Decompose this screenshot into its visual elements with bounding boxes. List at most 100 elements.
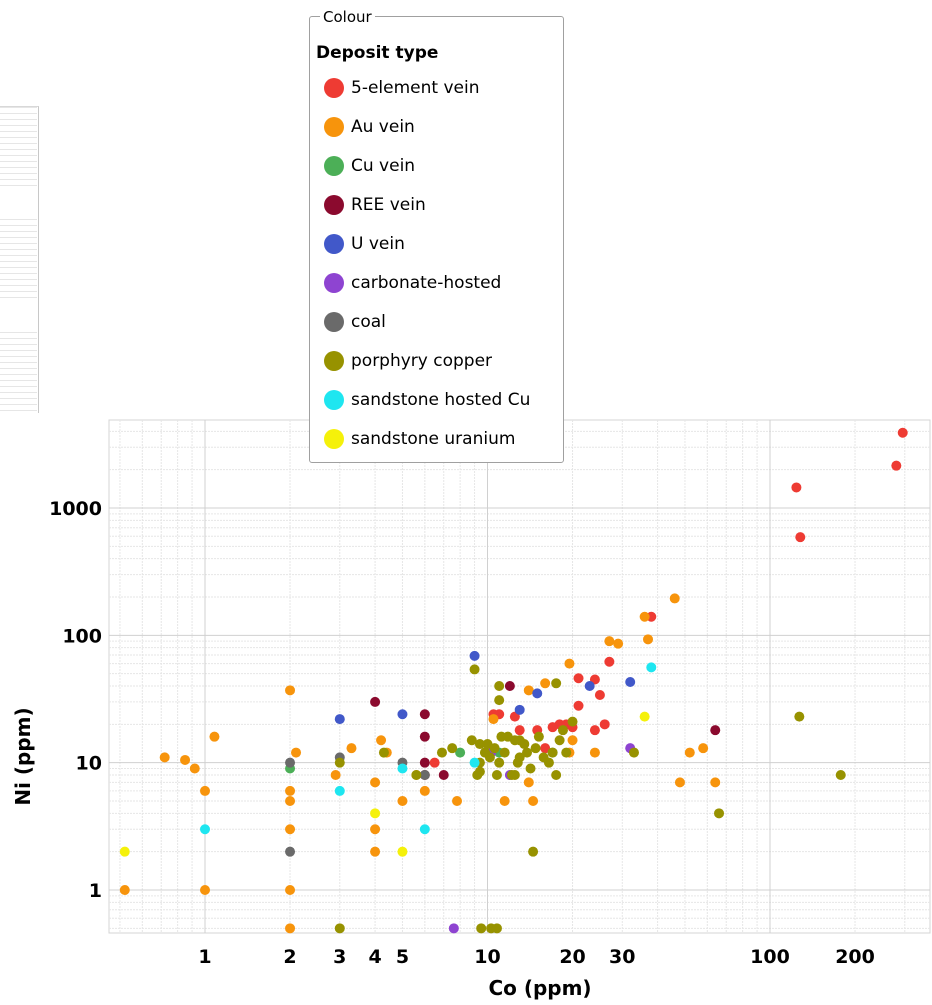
data-point [589, 747, 600, 758]
data-point [561, 747, 572, 758]
x-tick-label: 1 [198, 946, 211, 968]
data-point [469, 664, 480, 675]
data-point [794, 711, 805, 722]
data-point [466, 735, 477, 746]
data-point [285, 757, 296, 768]
major-gridlines [109, 420, 930, 933]
legend-label: U vein [351, 234, 405, 254]
data-point [200, 824, 210, 835]
data-point [714, 808, 725, 819]
legend-swatch [324, 390, 344, 410]
legend-label: coal [351, 312, 386, 332]
legend-swatch [324, 156, 344, 176]
plot-area [108, 419, 931, 934]
data-point [200, 785, 210, 796]
data-point [476, 923, 487, 934]
data-point [448, 923, 459, 934]
data-point [370, 824, 381, 835]
data-point [514, 735, 525, 746]
data-point [334, 923, 345, 934]
data-point [540, 678, 551, 689]
data-point [674, 777, 685, 788]
data-point [447, 743, 458, 754]
legend-swatch [324, 429, 344, 449]
data-point [436, 747, 447, 758]
data-point [397, 795, 408, 806]
x-tick-label: 4 [368, 946, 381, 968]
data-point [474, 739, 485, 750]
data-point [480, 747, 491, 758]
data-point [397, 846, 408, 857]
panel-section [0, 332, 37, 412]
legend-label: 5-element vein [351, 78, 480, 98]
data-point [419, 785, 430, 796]
y-tick-label: 1 [89, 880, 102, 902]
legend-swatch [324, 234, 344, 254]
data-point [528, 795, 539, 806]
data-point [494, 757, 505, 768]
data-point [370, 696, 381, 707]
data-point [119, 846, 130, 857]
data-point [795, 532, 806, 543]
legend-item: Cu vein [324, 151, 415, 181]
data-point [522, 747, 533, 758]
data-point [346, 743, 357, 754]
data-point [564, 658, 575, 669]
data-point [455, 747, 466, 758]
legend-swatch [324, 195, 344, 215]
data-point [613, 638, 624, 649]
data-point [547, 747, 558, 758]
data-point [438, 770, 449, 781]
legend: Colour Deposit type 5-element vein Au vei… [309, 8, 564, 463]
data-point [639, 711, 650, 722]
data-point [334, 785, 345, 796]
data-point [589, 725, 600, 736]
legend-label: carbonate-hosted [351, 273, 502, 293]
data-point [509, 770, 520, 781]
data-point [643, 634, 654, 645]
data-point [285, 795, 296, 806]
data-point [710, 777, 721, 788]
legend-label: Au vein [351, 117, 415, 137]
data-point [370, 777, 381, 788]
y-tick-label: 10 [76, 753, 102, 775]
data-point [710, 725, 721, 736]
legend-item: Au vein [324, 112, 415, 142]
data-point [429, 757, 440, 768]
data-point [291, 747, 302, 758]
data-point [209, 731, 220, 742]
data-point [469, 757, 480, 768]
data-point [557, 725, 568, 736]
data-point [528, 846, 539, 857]
legend-label: sandstone hosted Cu [351, 390, 531, 410]
data-point [452, 795, 463, 806]
x-tick-label: 20 [559, 946, 585, 968]
data-point [594, 689, 605, 700]
data-point [189, 763, 200, 774]
data-point [419, 731, 430, 742]
data-point [376, 735, 387, 746]
data-point [491, 923, 502, 934]
data-point [469, 650, 480, 661]
y-axis-tick-labels: 1 10 100 1000 [49, 498, 102, 902]
data-point [573, 673, 584, 684]
data-point [547, 722, 558, 733]
data-point [543, 757, 554, 768]
legend-item: U vein [324, 229, 405, 259]
legend-item: coal [324, 307, 386, 337]
data-point [285, 785, 296, 796]
data-point [551, 678, 562, 689]
data-point [604, 636, 615, 647]
data-point [285, 923, 296, 934]
legend-swatch [324, 273, 344, 293]
data-point [554, 735, 565, 746]
data-point [334, 714, 345, 725]
data-points [119, 427, 908, 934]
data-point [370, 846, 381, 857]
left-side-panel [0, 106, 39, 413]
data-point [491, 770, 502, 781]
x-tick-label: 30 [609, 946, 635, 968]
data-point [419, 709, 430, 720]
legend-label: Cu vein [351, 156, 416, 176]
y-axis-label: Ni (ppm) [11, 707, 35, 805]
